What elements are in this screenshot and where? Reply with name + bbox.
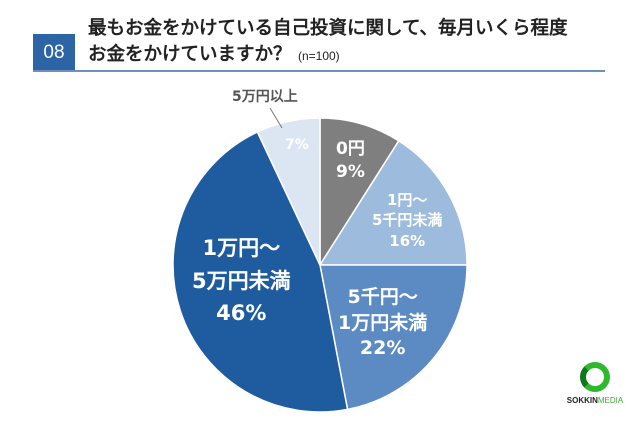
leader-line xyxy=(269,107,283,129)
logo-ring-icon xyxy=(580,362,610,392)
slice-label: 1円～ xyxy=(387,191,428,209)
slice-label: 5千円未満 xyxy=(372,211,443,230)
logo-brand1: SOKKIN xyxy=(566,396,598,405)
pie-slice-2 xyxy=(319,264,468,411)
pie-slice-0 xyxy=(319,117,400,268)
sokkin-media-logo: SOKKINMEDIA xyxy=(560,362,630,405)
data-label: 22% xyxy=(359,337,406,360)
title-line2-text: お金をかけていますか？ xyxy=(88,44,292,65)
slice-label: 5千円～ xyxy=(347,286,418,308)
label-5000-10000: 5千円～ 1万円未満 22% xyxy=(338,285,427,362)
slice-label: 1万円未満 xyxy=(338,311,428,334)
title-divider xyxy=(33,70,605,72)
label-0yen: 0円 9% xyxy=(336,138,365,184)
label-over50000: 5万円以上 xyxy=(232,89,298,105)
logo-brand2: MEDIA xyxy=(597,396,624,405)
pie-slice-1 xyxy=(318,139,468,266)
pie-slice-4 xyxy=(256,117,321,266)
slice-label: 0円 xyxy=(336,139,365,159)
title-line2: お金をかけていますか？ (n=100) xyxy=(88,42,568,69)
title-line1: 最もお金をかけている自己投資に関して、毎月いくら程度 xyxy=(88,18,568,39)
page-title: 最もお金をかけている自己投資に関して、毎月いくら程度 お金をかけていますか？ (… xyxy=(88,16,568,69)
question-number: 08 xyxy=(33,34,75,71)
slice-label: 1万円～ xyxy=(202,236,281,260)
data-label: 9% xyxy=(336,161,365,182)
data-label-over50000: 7% xyxy=(285,137,309,153)
data-label: 46% xyxy=(216,301,267,326)
data-label: 16% xyxy=(389,231,426,250)
label-10000-50000: 1万円～ 5万円未満 46% xyxy=(192,232,291,330)
sample-size: (n=100) xyxy=(297,49,340,63)
pie-slice-3 xyxy=(172,130,349,413)
logo-text: SOKKINMEDIA xyxy=(560,396,630,405)
label-under5000: 1円～ 5千円未満 16% xyxy=(372,190,442,251)
slice-label: 5万円未満 xyxy=(192,268,291,293)
